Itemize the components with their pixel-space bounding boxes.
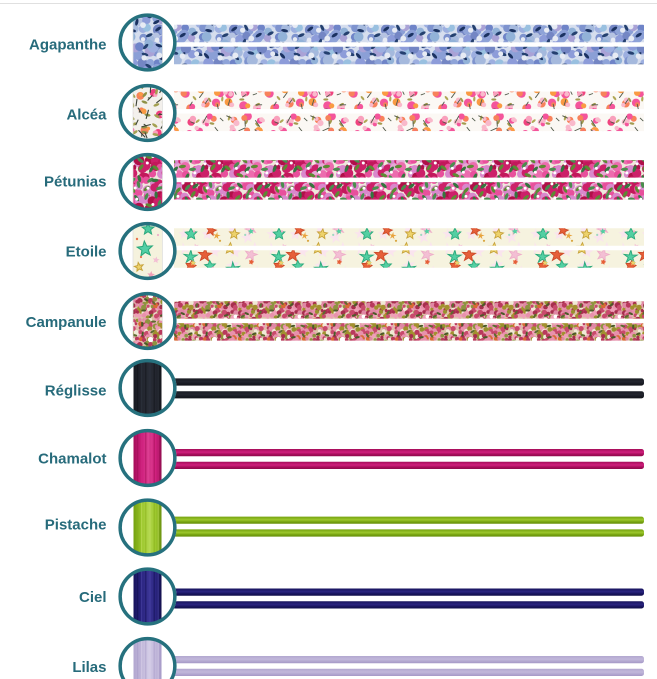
svg-text:Etoile: Etoile xyxy=(66,244,107,261)
svg-text:Lilas: Lilas xyxy=(72,659,106,676)
svg-text:Réglisse: Réglisse xyxy=(45,382,107,399)
svg-text:Pétunias: Pétunias xyxy=(44,173,107,190)
svg-text:Ciel: Ciel xyxy=(79,589,107,606)
svg-text:Agapanthe: Agapanthe xyxy=(29,37,107,54)
svg-text:Chamalot: Chamalot xyxy=(38,451,106,468)
svg-text:Campanule: Campanule xyxy=(26,314,107,331)
svg-text:Pistache: Pistache xyxy=(45,516,107,533)
svg-text:Alcéa: Alcéa xyxy=(66,106,107,123)
